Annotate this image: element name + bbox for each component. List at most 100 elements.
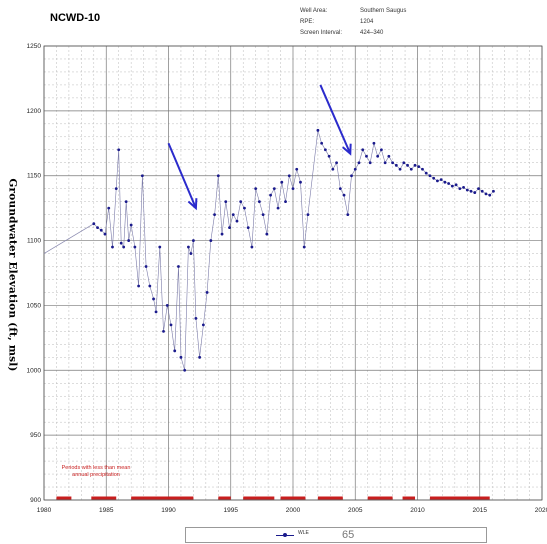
data-point	[432, 176, 436, 180]
data-point	[173, 349, 177, 353]
annotation-arrow-shaft	[319, 84, 352, 155]
data-point	[417, 165, 421, 169]
data-point	[413, 163, 417, 167]
data-point	[323, 148, 327, 152]
data-point	[124, 200, 128, 204]
data-point	[235, 219, 239, 223]
x-tick-label: 2010	[410, 507, 425, 514]
data-point	[239, 200, 243, 204]
data-point	[133, 245, 137, 249]
info-key: Screen Interval:	[300, 30, 343, 36]
data-point	[462, 185, 465, 189]
info-value: 1204	[360, 19, 374, 25]
x-tick-label: 1990	[161, 507, 176, 514]
legend: WLE	[185, 527, 487, 543]
y-axis-label: Groundwater Elevation (ft, msl)	[7, 178, 19, 372]
data-point	[368, 161, 372, 165]
data-point	[327, 154, 331, 158]
dry-period-bar	[429, 496, 490, 500]
data-point	[488, 193, 492, 197]
data-point	[265, 232, 269, 236]
data-point	[111, 245, 114, 249]
data-point	[406, 163, 409, 167]
y-tick-label: 1100	[27, 238, 41, 245]
data-point	[331, 167, 335, 171]
annotation-arrow-shaft	[167, 142, 197, 209]
data-point	[291, 187, 295, 191]
data-point	[421, 167, 424, 171]
data-point	[284, 200, 287, 204]
data-point	[119, 241, 123, 245]
info-row-rpe: RPE: 1204	[300, 17, 406, 28]
data-point	[353, 167, 357, 171]
data-point	[320, 141, 324, 145]
data-point	[424, 171, 428, 175]
plot-frame	[43, 45, 543, 501]
info-key: RPE:	[300, 19, 315, 25]
data-point	[376, 154, 380, 158]
data-point	[140, 174, 144, 178]
data-point	[338, 187, 342, 191]
data-point	[224, 200, 228, 204]
dry-period-bar	[131, 496, 194, 500]
y-tick-label: 1150	[27, 173, 41, 180]
dry-period-bar	[280, 496, 306, 500]
data-point	[302, 245, 306, 249]
y-tick-label: 950	[30, 432, 41, 439]
data-point	[96, 226, 99, 230]
data-point	[465, 188, 469, 192]
data-point	[179, 355, 183, 359]
info-value: 424–340	[360, 30, 384, 36]
y-tick-label: 1050	[27, 302, 42, 309]
data-point	[117, 148, 121, 152]
data-point	[192, 239, 195, 242]
data-point	[398, 167, 402, 171]
data-point	[148, 284, 152, 288]
dry-period-bar	[317, 496, 343, 500]
dry-period-bar	[243, 496, 275, 500]
data-point	[250, 245, 254, 249]
data-point	[114, 187, 118, 191]
data-point	[92, 222, 96, 226]
chart-title: NCWD-10	[50, 12, 101, 24]
data-point	[484, 192, 488, 196]
data-point	[183, 368, 187, 372]
info-row-screen-interval: Screen Interval: 424–340	[300, 28, 406, 39]
data-point	[287, 174, 291, 178]
data-point	[402, 161, 406, 165]
data-point	[254, 187, 258, 191]
data-point	[158, 245, 162, 249]
well-info: Well Area: Southern Saugus RPE: 1204 Scr…	[300, 6, 406, 39]
data-point	[137, 284, 141, 288]
annotation-arrow-head	[342, 143, 352, 156]
data-point	[220, 232, 224, 236]
dry-period-bar	[367, 496, 393, 500]
data-point	[198, 355, 202, 359]
data-point	[107, 206, 111, 210]
x-tick-labels: 1980 1985 1990 1995 2000 2005 2010 2015 2020	[37, 507, 547, 514]
data-point	[316, 128, 320, 132]
data-point	[154, 310, 158, 314]
dry-period-bar	[218, 496, 231, 500]
annotation-arrow-head	[187, 198, 198, 211]
data-point	[269, 193, 272, 197]
data-point	[257, 200, 261, 204]
dry-period-bar	[402, 496, 416, 500]
data-point	[391, 161, 394, 165]
dry-period-annotation: Periods with less than mean annual preci…	[61, 465, 131, 478]
data-point	[458, 187, 462, 191]
data-point	[127, 239, 131, 242]
dry-period-bar	[56, 496, 72, 500]
data-point	[122, 245, 126, 249]
info-key: Well Area:	[300, 8, 328, 14]
data-point	[194, 317, 198, 320]
data-point	[177, 265, 180, 268]
data-point	[480, 189, 484, 193]
y-tick-label: 900	[30, 497, 41, 504]
data-point	[365, 154, 368, 158]
data-point	[306, 213, 310, 217]
data-point	[144, 265, 148, 268]
data-point	[209, 239, 213, 242]
x-tick-label: 1995	[224, 507, 239, 514]
